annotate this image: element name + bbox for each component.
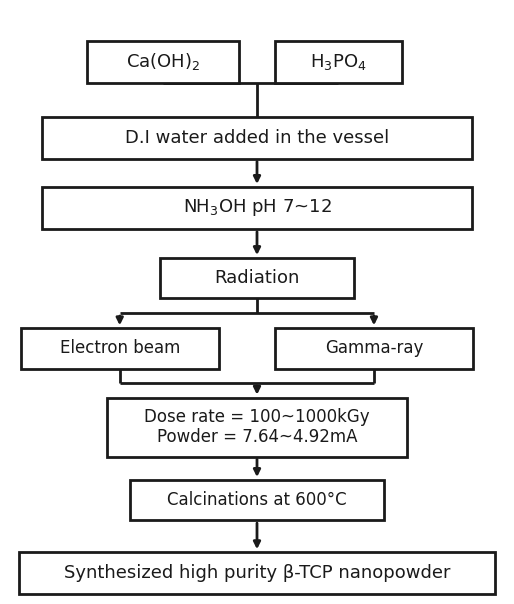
Text: Radiation: Radiation	[214, 269, 300, 287]
FancyBboxPatch shape	[107, 397, 407, 457]
FancyBboxPatch shape	[87, 40, 239, 83]
FancyBboxPatch shape	[275, 40, 402, 83]
Text: Ca(OH)$_2$: Ca(OH)$_2$	[126, 51, 200, 72]
Text: Electron beam: Electron beam	[60, 339, 180, 358]
Text: D.I water added in the vessel: D.I water added in the vessel	[125, 129, 389, 147]
Text: Gamma-ray: Gamma-ray	[325, 339, 423, 358]
FancyBboxPatch shape	[20, 552, 494, 594]
FancyBboxPatch shape	[160, 258, 354, 298]
Text: Calcinations at 600°C: Calcinations at 600°C	[167, 491, 347, 509]
Text: Dose rate = 100~1000kGy
Powder = 7.64~4.92mA: Dose rate = 100~1000kGy Powder = 7.64~4.…	[144, 408, 370, 446]
FancyBboxPatch shape	[42, 117, 472, 159]
FancyBboxPatch shape	[130, 480, 384, 520]
Text: Synthesized high purity β-TCP nanopowder: Synthesized high purity β-TCP nanopowder	[64, 564, 450, 582]
FancyBboxPatch shape	[21, 328, 219, 368]
FancyBboxPatch shape	[275, 328, 473, 368]
FancyBboxPatch shape	[42, 187, 472, 229]
Text: NH$_3$OH pH 7~12: NH$_3$OH pH 7~12	[182, 198, 332, 219]
Text: H$_3$PO$_4$: H$_3$PO$_4$	[310, 52, 366, 72]
